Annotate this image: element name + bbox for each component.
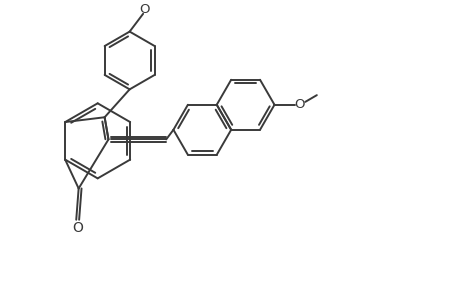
- Text: O: O: [294, 98, 304, 111]
- Text: O: O: [139, 3, 150, 16]
- Text: O: O: [72, 221, 83, 236]
